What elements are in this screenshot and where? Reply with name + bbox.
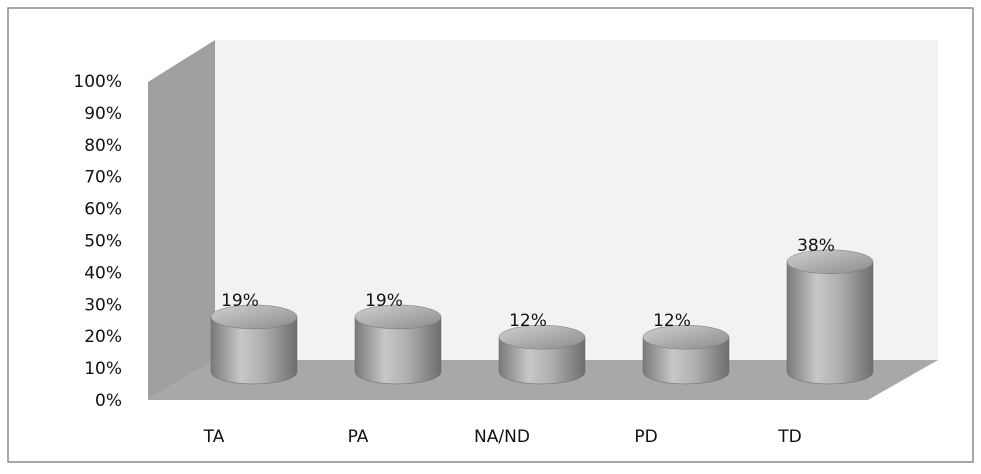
- y-tick-label: 50%: [84, 232, 122, 252]
- x-tick-label: PD: [634, 427, 657, 447]
- y-tick-label: 90%: [84, 104, 122, 124]
- bar: [210, 316, 298, 385]
- bar: [642, 336, 730, 385]
- bar-top: [642, 324, 730, 350]
- x-tick-label: NA/ND: [474, 427, 530, 447]
- value-label: 38%: [797, 236, 835, 256]
- bar-top: [354, 304, 442, 330]
- x-tick-label: PA: [348, 427, 369, 447]
- y-tick-label: 40%: [84, 263, 122, 283]
- x-tick-label: TA: [203, 427, 225, 447]
- y-tick-label: 100%: [73, 72, 122, 92]
- y-tick-label: 60%: [84, 200, 122, 220]
- y-tick-label: 20%: [84, 327, 122, 347]
- y-tick-label: 10%: [84, 359, 122, 379]
- bar: [498, 336, 586, 385]
- bar: [786, 261, 874, 385]
- side-wall: [148, 40, 215, 400]
- back-wall: [215, 40, 938, 360]
- bar-top: [498, 324, 586, 350]
- value-label: 19%: [221, 291, 259, 311]
- bar-top: [210, 304, 298, 330]
- value-label: 12%: [653, 311, 691, 331]
- y-tick-label: 30%: [84, 295, 122, 315]
- value-label: 12%: [509, 311, 547, 331]
- value-label: 19%: [365, 291, 403, 311]
- y-tick-label: 80%: [84, 136, 122, 156]
- bar: [354, 316, 442, 385]
- y-tick-label: 70%: [84, 168, 122, 188]
- x-tick-label: TD: [777, 427, 801, 447]
- y-tick-label: 0%: [95, 391, 122, 411]
- bar-top: [786, 249, 874, 275]
